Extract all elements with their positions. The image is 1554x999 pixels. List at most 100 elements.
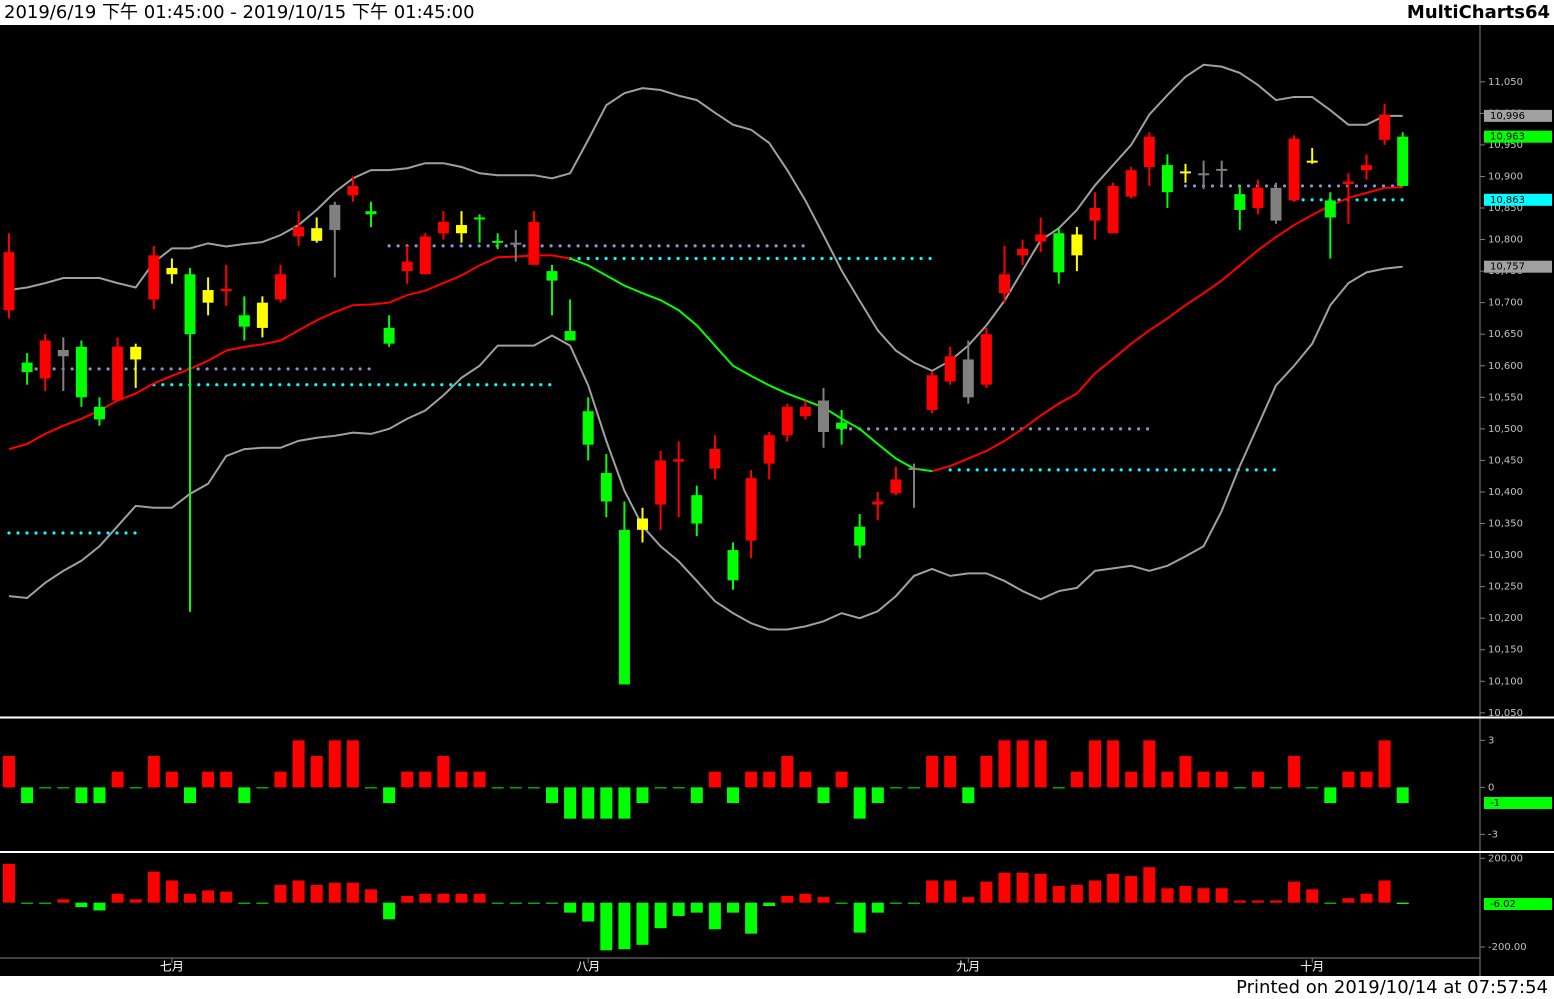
- histogram-bar: [147, 871, 160, 903]
- histogram-bar: [817, 787, 830, 804]
- histogram-bar: [473, 893, 486, 903]
- candle-body: [763, 435, 775, 464]
- level-dot: [1318, 184, 1323, 188]
- level-dot: [25, 531, 29, 535]
- histogram-bar: [727, 902, 739, 913]
- level-dot: [277, 367, 281, 371]
- level-dot: [259, 367, 263, 371]
- level-dot: [658, 256, 662, 261]
- level-dot: [910, 256, 914, 261]
- level-dot: [142, 367, 146, 371]
- histogram-bar: [1161, 771, 1174, 788]
- level-dot: [287, 383, 291, 387]
- level-dot: [169, 367, 173, 371]
- level-dot: [477, 244, 481, 248]
- histogram-bar: [582, 787, 595, 819]
- histogram-bar: [1179, 756, 1192, 788]
- level-dot: [1355, 198, 1359, 202]
- level-dot: [966, 427, 970, 431]
- level-dot: [512, 383, 516, 387]
- level-dot: [567, 244, 571, 248]
- histogram-bar: [1143, 867, 1156, 903]
- level-dot: [1038, 427, 1042, 431]
- level-dot: [675, 244, 679, 248]
- level-dot: [1083, 468, 1087, 472]
- histogram-bar: [256, 787, 269, 789]
- candle-body: [347, 185, 359, 196]
- level-dot: [548, 383, 552, 387]
- level-dot: [720, 244, 724, 248]
- level-dot: [350, 383, 354, 387]
- level-dot: [1209, 468, 1213, 472]
- histogram-bar: [546, 787, 558, 804]
- histogram-bar: [745, 771, 758, 788]
- level-dot: [849, 427, 853, 431]
- level-dot: [948, 427, 952, 431]
- level-dot: [885, 427, 889, 431]
- level-dot: [1319, 198, 1323, 202]
- level-dot: [1245, 468, 1249, 472]
- price-tag-label: 10,863: [1490, 195, 1525, 206]
- level-dot: [1011, 468, 1015, 472]
- candle-body: [944, 356, 956, 382]
- indicator-line: [8, 265, 1403, 631]
- candle-body: [1288, 138, 1300, 201]
- candle-body: [75, 346, 87, 398]
- level-dot: [16, 531, 20, 535]
- candle-body: [437, 221, 449, 234]
- level-dot: [1029, 427, 1033, 431]
- level-dot: [729, 244, 733, 248]
- candle-body: [1035, 234, 1047, 242]
- level-dot: [631, 256, 635, 261]
- y-tick-label: 10,200: [1488, 613, 1523, 624]
- level-dot: [1128, 468, 1132, 472]
- candle-body: [1306, 160, 1318, 163]
- level-dot: [693, 244, 697, 248]
- level-dot: [396, 244, 400, 248]
- level-dot: [422, 383, 426, 387]
- level-dot: [286, 367, 290, 371]
- histogram-bar: [690, 902, 703, 913]
- histogram-bar: [618, 787, 631, 819]
- histogram-bar: [419, 893, 432, 903]
- histogram-bar: [926, 756, 939, 788]
- level-dot: [1182, 468, 1186, 472]
- histogram-bar: [799, 893, 812, 903]
- level-dot: [603, 244, 607, 248]
- y-tick-label: 10,250: [1488, 582, 1523, 593]
- level-dot: [1173, 468, 1177, 472]
- histogram-bar: [509, 902, 522, 904]
- histogram-bar: [3, 756, 15, 788]
- histogram-bar: [292, 740, 305, 788]
- level-dot: [530, 383, 534, 387]
- level-dot: [883, 256, 887, 261]
- level-dot: [323, 383, 327, 387]
- level-dot: [88, 367, 92, 371]
- candle-body: [618, 529, 630, 685]
- candle-body: [564, 331, 576, 341]
- level-dot: [522, 244, 526, 248]
- candle-body: [1342, 181, 1354, 185]
- level-dot: [233, 383, 237, 387]
- level-dot: [440, 383, 444, 387]
- level-dot: [957, 427, 961, 431]
- y-tick-label: -3: [1488, 829, 1498, 840]
- candle-body: [727, 550, 739, 581]
- level-dot: [939, 427, 943, 431]
- indicator-line: [8, 63, 1403, 372]
- histogram-bar: [238, 787, 251, 804]
- level-dot: [648, 244, 652, 248]
- histogram-bar: [763, 902, 776, 906]
- histogram-bar: [636, 787, 649, 804]
- histogram-bar: [401, 896, 414, 903]
- candle-body: [818, 400, 829, 433]
- y-tick-label: 10,900: [1488, 171, 1523, 182]
- level-dot: [1264, 184, 1269, 188]
- candle-body: [275, 274, 286, 300]
- y-tick-label: 11,050: [1488, 77, 1523, 88]
- level-dot: [676, 256, 680, 261]
- value-tag-label: -6.02: [1490, 899, 1516, 910]
- level-dot: [52, 367, 56, 371]
- level-dot: [639, 244, 643, 248]
- candle-body: [21, 362, 33, 373]
